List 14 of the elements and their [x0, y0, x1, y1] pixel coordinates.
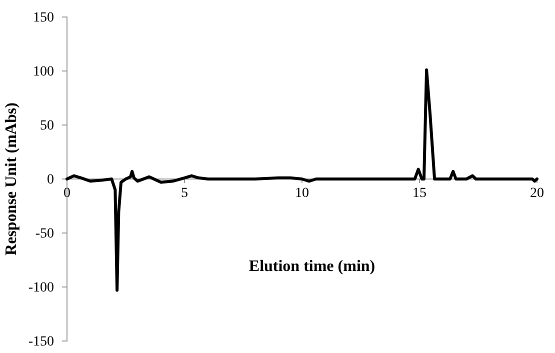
y-tick-label: -50: [35, 226, 54, 242]
y-tick-label: -150: [28, 334, 54, 350]
x-tick-label: 5: [181, 186, 188, 201]
x-tick-label: 10: [295, 186, 309, 201]
x-tick-label: 0: [64, 186, 70, 201]
y-tick-label: -100: [28, 280, 54, 296]
y-tick-label: 100: [33, 64, 54, 80]
x-tick-label: 15: [412, 186, 426, 201]
y-tick-label: 0: [47, 172, 54, 188]
x-tick-label: 20: [530, 186, 544, 201]
y-tick-label: 50: [40, 118, 54, 134]
y-axis-title: Response Unit (mAbs): [3, 102, 20, 256]
x-axis-title: Elution time (min): [248, 258, 376, 275]
y-tick-label: 150: [33, 10, 54, 26]
